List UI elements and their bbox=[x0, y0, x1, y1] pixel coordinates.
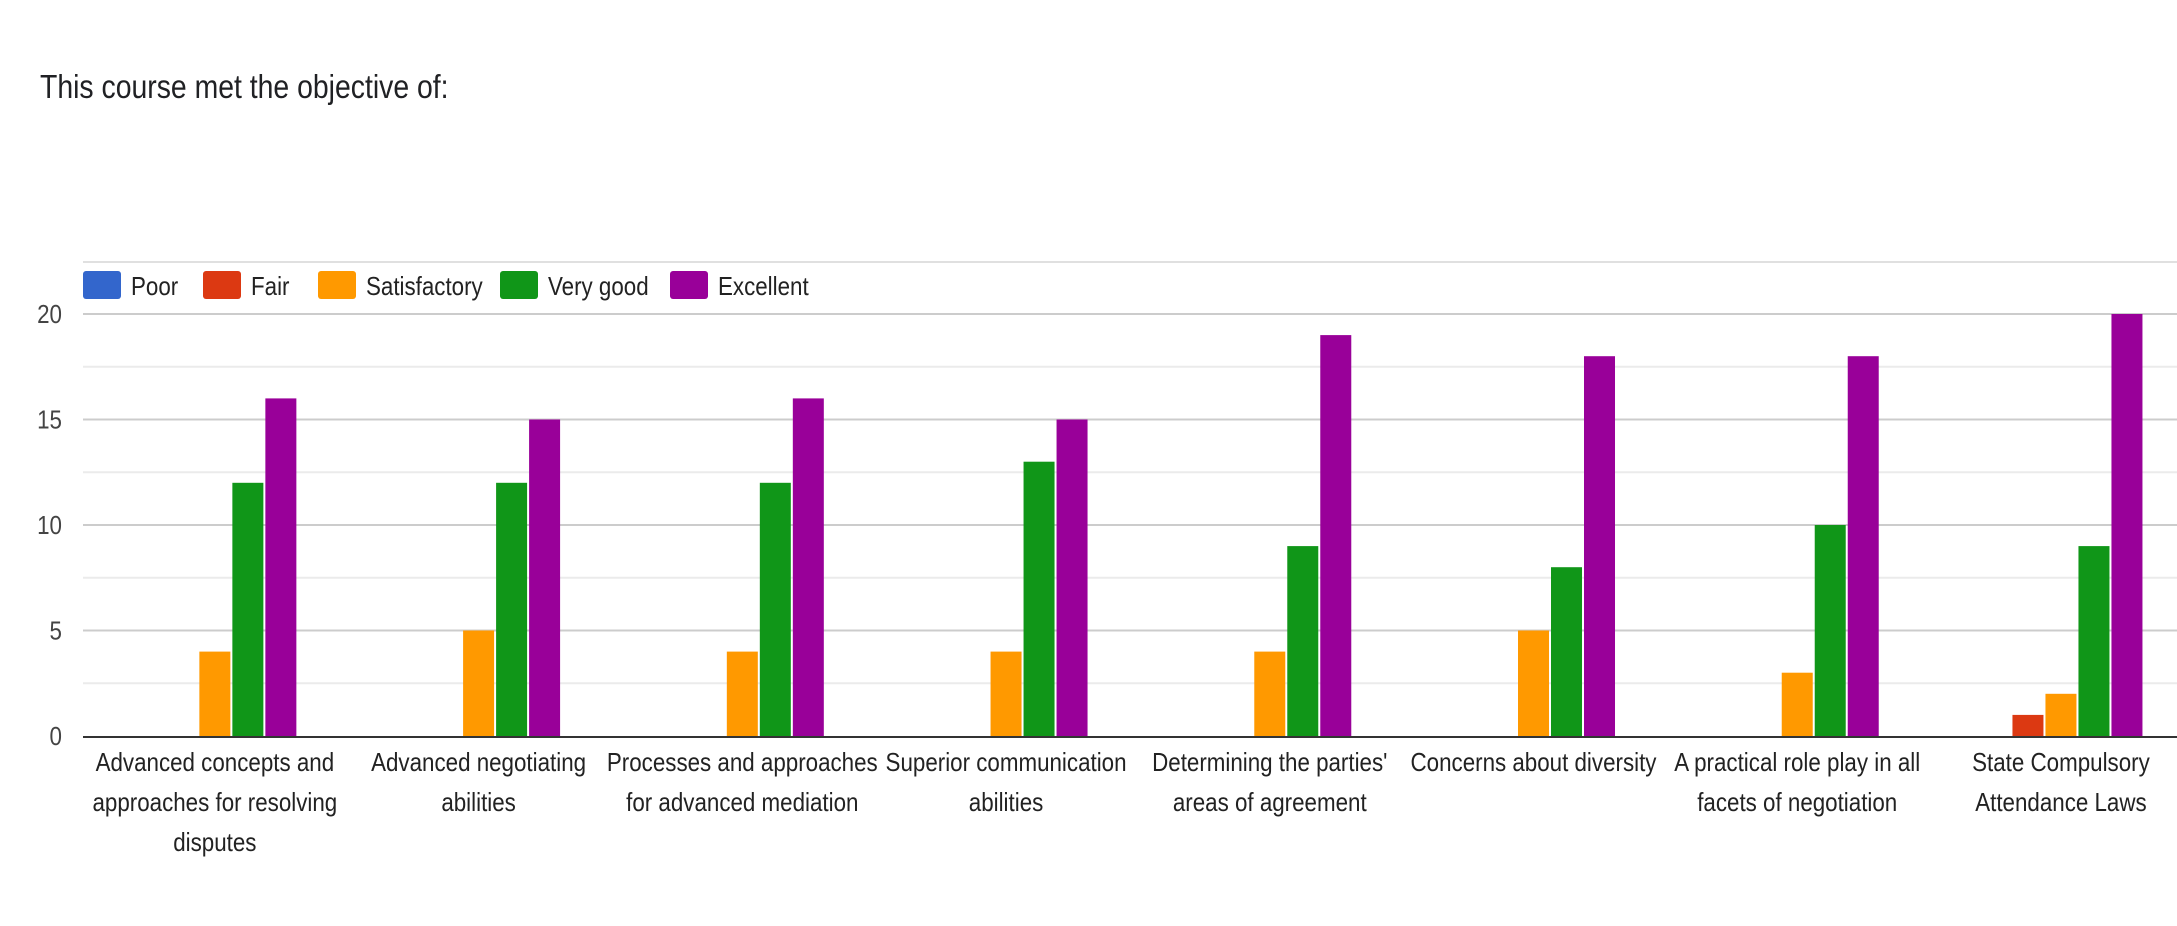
y-tick-label: 10 bbox=[37, 511, 62, 540]
gridlines bbox=[83, 313, 2177, 685]
legend-label: Satisfactory bbox=[366, 272, 484, 301]
x-category-label: Advanced concepts and approaches for reso… bbox=[93, 748, 338, 857]
bar-very-good bbox=[232, 482, 264, 736]
bar-satisfactory bbox=[990, 651, 1022, 736]
legend-swatch bbox=[83, 271, 121, 299]
x-category-label: Advanced negotiating abilities bbox=[371, 748, 586, 817]
bar-very-good bbox=[1814, 525, 1846, 736]
legend-item-satisfactory[interactable]: Satisfactory bbox=[318, 271, 484, 301]
bar-excellent bbox=[1056, 419, 1088, 736]
legend-swatch bbox=[203, 271, 241, 299]
bar-satisfactory bbox=[1518, 630, 1550, 736]
legend-item-excellent[interactable]: Excellent bbox=[670, 271, 809, 301]
legend[interactable]: Poor Fair Satisfactory Very good Excellent bbox=[83, 271, 809, 301]
bar-excellent bbox=[792, 398, 824, 736]
legend-label: Very good bbox=[548, 272, 649, 301]
bar-excellent bbox=[2111, 314, 2143, 736]
x-category-label: Processes and approaches for advanced med… bbox=[607, 748, 878, 817]
x-axis-labels: Advanced concepts and approaches for reso… bbox=[93, 748, 2151, 857]
legend-swatch bbox=[318, 271, 356, 299]
bar-excellent bbox=[1847, 356, 1879, 736]
y-tick-label: 0 bbox=[50, 722, 62, 751]
x-category-label: Concerns about diversity bbox=[1411, 748, 1658, 777]
legend-item-very-good[interactable]: Very good bbox=[500, 271, 649, 301]
legend-item-poor[interactable]: Poor bbox=[83, 271, 178, 301]
bar-satisfactory bbox=[726, 651, 758, 736]
bar-excellent bbox=[529, 419, 561, 736]
chart-title: This course met the objective of: bbox=[40, 68, 449, 105]
legend-label: Excellent bbox=[718, 272, 809, 301]
legend-item-fair[interactable]: Fair bbox=[203, 271, 289, 301]
bar-very-good bbox=[759, 482, 791, 736]
y-axis-ticks: 0 5 10 15 20 bbox=[37, 300, 62, 751]
y-tick-label: 20 bbox=[37, 300, 62, 329]
bar-very-good bbox=[496, 482, 528, 736]
y-tick-label: 15 bbox=[37, 406, 62, 435]
bar-excellent bbox=[1584, 356, 1616, 736]
bar-very-good bbox=[1287, 546, 1319, 736]
bar-satisfactory bbox=[463, 630, 495, 736]
x-category-label: State Compulsory Attendance Laws bbox=[1972, 748, 2150, 817]
x-category-label: A practical role play in all facets of ne… bbox=[1674, 748, 1920, 817]
bar-excellent bbox=[265, 398, 297, 736]
legend-swatch bbox=[670, 271, 708, 299]
legend-swatch bbox=[500, 271, 538, 299]
bars bbox=[83, 314, 2177, 738]
bar-very-good bbox=[2078, 546, 2110, 736]
legend-label: Fair bbox=[251, 272, 289, 301]
x-category-label: Superior communication abilities bbox=[886, 748, 1127, 817]
bar-satisfactory bbox=[199, 651, 231, 736]
bar-satisfactory bbox=[1254, 651, 1286, 736]
bar-excellent bbox=[1320, 335, 1352, 736]
bar-fair bbox=[2012, 714, 2044, 736]
bar-very-good bbox=[1551, 567, 1583, 736]
x-category-label: Determining the parties' areas of agreeme… bbox=[1152, 748, 1387, 817]
bar-satisfactory bbox=[1781, 672, 1813, 736]
legend-label: Poor bbox=[131, 272, 178, 301]
bar-satisfactory bbox=[2045, 693, 2077, 736]
bar-very-good bbox=[1023, 461, 1055, 736]
y-tick-label: 5 bbox=[50, 617, 62, 646]
